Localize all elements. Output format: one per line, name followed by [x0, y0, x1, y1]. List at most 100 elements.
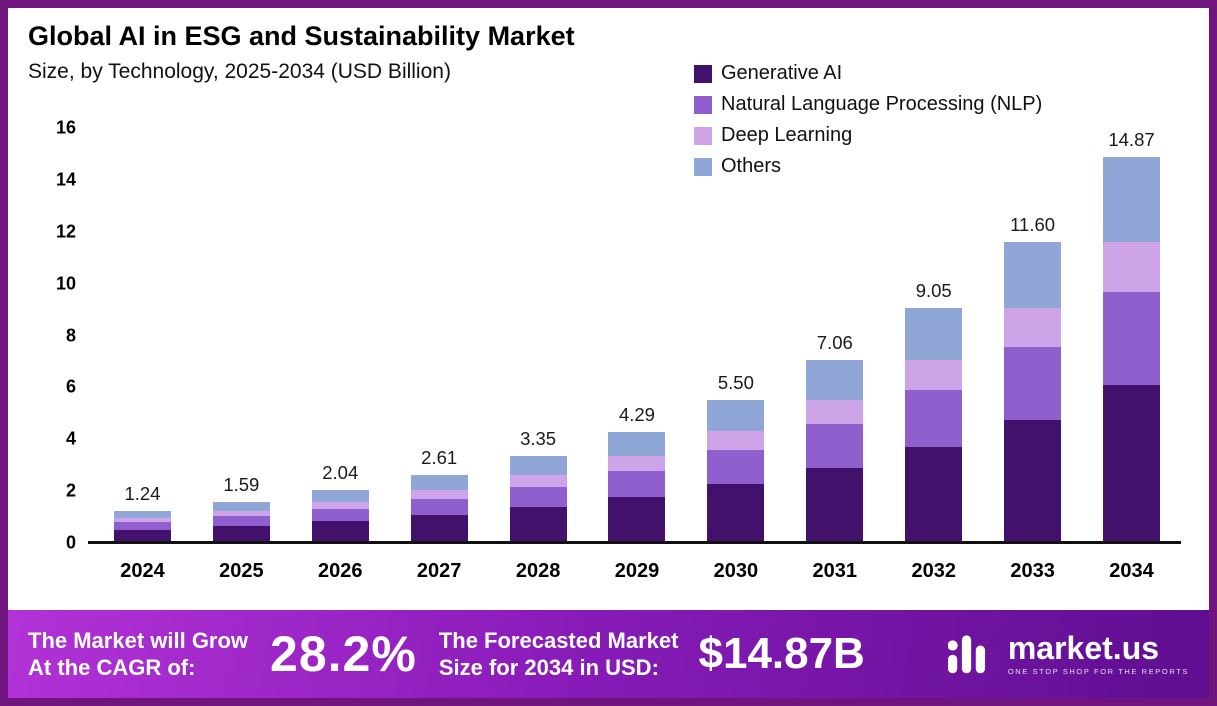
bar-segment — [608, 456, 666, 471]
x-axis-label: 2025 — [219, 560, 264, 582]
bar-total-label: 4.29 — [618, 403, 655, 425]
bar-group: 2.04 — [291, 128, 390, 543]
bar-segment — [410, 475, 468, 491]
x-axis-label: 2030 — [713, 560, 759, 582]
x-axis-label: 2028 — [515, 560, 561, 582]
stacked-bar — [509, 456, 567, 543]
stacked-bar — [410, 475, 468, 543]
x-axis-label: 2034 — [1109, 560, 1154, 582]
forecast-label-line2: Size for 2034 in USD: — [438, 655, 659, 680]
legend-item: Natural Language Processing (NLP) — [694, 93, 1042, 116]
page-subtitle: Size, by Technology, 2025-2034 (USD Bill… — [28, 60, 451, 83]
bar-segment — [806, 468, 864, 543]
legend-swatch — [694, 95, 712, 114]
cagr-value: 28.2% — [270, 626, 417, 682]
brand: market.us ONE STOP SHOP FOR THE REPORTS — [947, 630, 1189, 679]
x-axis-label: 2026 — [318, 560, 363, 582]
y-tick-label: 14 — [55, 169, 76, 190]
market-us-logo-icon — [947, 630, 998, 679]
x-axis-label: 2033 — [1010, 560, 1055, 582]
bar-group: 2.61 — [390, 128, 489, 543]
bar-total-label: 14.87 — [1108, 129, 1155, 151]
bar-total-label: 11.60 — [1010, 214, 1056, 236]
bar-total-label: 5.50 — [717, 372, 754, 394]
bar-segment — [410, 490, 468, 499]
x-axis-label: 2031 — [812, 560, 858, 582]
bar-group: 1.24 — [93, 128, 192, 543]
y-axis-ticks: 0 2 4 6 8 10 12 14 16 — [8, 118, 86, 553]
bar-group: 14.87 — [1082, 128, 1181, 543]
legend-swatch — [694, 64, 712, 83]
stacked-bar — [113, 510, 171, 543]
forecast-label: The Forecasted Market Size for 2034 in U… — [439, 627, 679, 682]
x-axis-label: 2027 — [416, 560, 462, 582]
y-tick-label: 8 — [65, 325, 76, 345]
bar-total-label: 2.04 — [322, 462, 359, 484]
bar-segment — [905, 308, 963, 360]
legend-label: Deep Learning — [721, 124, 853, 146]
legend-item: Generative AI — [694, 62, 1042, 85]
bar-segment — [509, 507, 567, 543]
bar-segment — [212, 516, 270, 527]
y-tick-label: 0 — [65, 532, 76, 553]
cagr-label-line2: At the CAGR of: — [28, 655, 196, 680]
bar-segment — [1103, 157, 1161, 243]
bar-segment — [212, 526, 270, 543]
bar-segment — [905, 446, 963, 543]
bar-segment — [113, 517, 171, 522]
bar-segment — [707, 484, 765, 543]
stacked-bar — [212, 501, 270, 543]
x-axis-label: 2024 — [120, 560, 165, 582]
bar-segment — [707, 431, 765, 451]
bar-segment — [707, 450, 765, 485]
bar-segment — [608, 431, 666, 457]
x-axis-labels: 2024 2025 2026 2027 2028 2029 2030 2031 2032 2033… — [93, 560, 1181, 583]
legend-swatch — [694, 126, 712, 145]
bar-segment — [905, 359, 963, 391]
bar-segment — [1004, 308, 1062, 348]
bar-segment — [509, 486, 567, 508]
bar-segment — [806, 424, 864, 469]
bar-segment — [311, 521, 369, 543]
stacked-bar — [806, 359, 864, 543]
bar-segment — [707, 400, 765, 432]
bar-segment — [113, 522, 171, 530]
bottom-banner: The Market will Grow At the CAGR of: 28.… — [8, 610, 1209, 698]
bar-segment — [806, 400, 864, 425]
stacked-bar — [311, 490, 369, 543]
bar-segment — [806, 359, 864, 401]
page-title: Global AI in ESG and Sustainability Mark… — [28, 21, 575, 51]
y-tick-label: 6 — [65, 376, 76, 397]
bars-row: 1.24 1.59 2.04 2.61 3.35 4.29 5.50 7.06 9.05 11.6… — [93, 128, 1181, 543]
stacked-bar — [608, 431, 666, 543]
forecast-value: $14.87B — [698, 629, 865, 678]
bar-segment — [410, 498, 468, 516]
bar-segment — [905, 390, 963, 447]
bar-group: 11.60 — [983, 128, 1082, 543]
cagr-label: The Market will Grow At the CAGR of: — [28, 627, 248, 682]
bar-segment — [311, 508, 369, 522]
bar-segment — [1004, 242, 1062, 309]
y-tick-label: 10 — [55, 273, 76, 294]
brand-tagline: ONE STOP SHOP FOR THE REPORTS — [1007, 667, 1189, 677]
bar-segment — [1103, 292, 1161, 385]
bar-segment — [113, 510, 171, 518]
bar-segment — [410, 515, 468, 543]
bar-group: 4.29 — [588, 128, 687, 543]
x-axis-label: 2032 — [911, 560, 956, 582]
legend-swatch — [694, 157, 712, 176]
bar-segment — [1004, 419, 1062, 543]
cagr-label-line1: The Market will Grow — [28, 627, 249, 653]
legend-label: Generative AI — [721, 62, 843, 84]
bar-segment — [311, 501, 369, 509]
bar-total-label: 1.59 — [223, 473, 260, 495]
bar-segment — [608, 470, 666, 498]
y-tick-label: 4 — [65, 428, 76, 449]
bar-total-label: 7.06 — [816, 331, 853, 353]
stacked-bar — [1103, 157, 1161, 543]
bar-group: 9.05 — [884, 128, 983, 543]
bar-segment — [212, 501, 270, 511]
legend-label: Natural Language Processing (NLP) — [721, 93, 1043, 115]
bar-total-label: 1.24 — [124, 482, 161, 504]
